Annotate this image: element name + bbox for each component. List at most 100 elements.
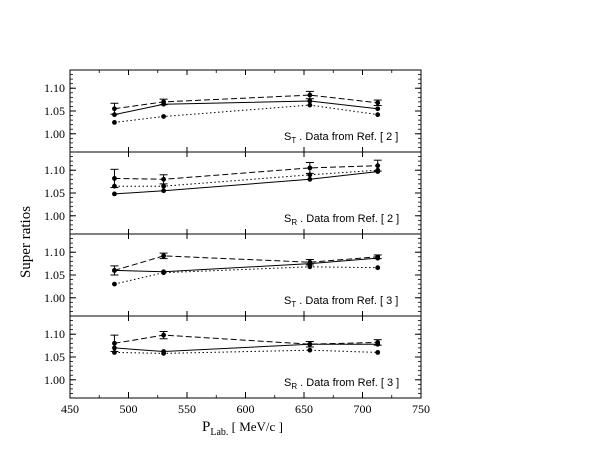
- data-point: [375, 100, 381, 106]
- series-line: [114, 169, 378, 187]
- panel-label: ST . Data from Ref. [ 3 ]: [284, 295, 398, 309]
- y-axis-title: Super ratios: [18, 206, 34, 278]
- series-dashed: [110, 90, 382, 115]
- panel-label-main: S: [284, 131, 291, 143]
- panel-4: 1.00 1.05 1.10 SR . Data from Ref. [ 3 ]: [44, 315, 421, 398]
- series-dashed: [110, 252, 382, 276]
- data-point: [161, 253, 167, 259]
- data-point: [161, 114, 167, 119]
- series-line: [114, 94, 378, 110]
- series-dashed: [110, 330, 382, 353]
- data-point: [112, 340, 117, 346]
- series-solid: [112, 255, 381, 275]
- y-tick-label: 1.00: [44, 291, 65, 305]
- panel-label-rest: . Data from Ref. [ 3 ]: [296, 295, 398, 307]
- y-tick-label: 1.00: [44, 127, 65, 141]
- panel-label: SR . Data from Ref. [ 2 ]: [284, 213, 399, 227]
- data-point: [307, 259, 313, 265]
- series-line: [114, 100, 378, 116]
- panel-label-sub: T: [291, 136, 296, 145]
- series-dotted: [112, 347, 381, 356]
- panel-1: 1.00 1.05 1.10 ST . Data from Ref. [ 2 ]: [44, 70, 421, 152]
- series-line: [114, 104, 378, 123]
- data-point: [161, 270, 167, 276]
- data-point: [375, 265, 381, 271]
- x-axis-title-sub: Lab.: [210, 427, 228, 438]
- data-point: [112, 350, 117, 355]
- y-tick-label: 1.00: [44, 209, 65, 223]
- data-point: [375, 340, 381, 345]
- series-dotted: [112, 264, 381, 287]
- data-point: [112, 268, 117, 273]
- x-axis: 450 500 550 600 650 700 750: [61, 70, 430, 416]
- series-line: [114, 257, 378, 273]
- panel-label-rest: . Data from Ref. [ 2 ]: [297, 213, 399, 225]
- y-tick-label: 1.05: [44, 186, 65, 200]
- series-line: [114, 165, 378, 180]
- panel-2: 1.00 1.05 1.10 SR . Data from Ref. [ 2 ]: [44, 151, 421, 234]
- data-point: [375, 163, 381, 169]
- y-tick-label: 1.10: [44, 163, 65, 177]
- data-point: [307, 347, 313, 353]
- series-line: [114, 334, 378, 345]
- series-line: [114, 255, 378, 271]
- data-point: [307, 98, 313, 104]
- series-dotted: [112, 102, 381, 125]
- data-point: [307, 92, 313, 98]
- data-point: [375, 112, 381, 118]
- series-line: [114, 343, 378, 353]
- y-tick-label: 1.05: [44, 350, 65, 364]
- x-tick-label: 550: [178, 402, 196, 416]
- data-point: [375, 167, 381, 173]
- data-point: [112, 176, 117, 181]
- panel-label-rest: . Data from Ref. [ 3 ]: [297, 377, 399, 389]
- panel-label-sub: R: [291, 218, 297, 227]
- series-dotted: [112, 167, 381, 189]
- data-point: [307, 176, 313, 182]
- panel-label-main: S: [284, 213, 291, 225]
- panel-label-sub: T: [291, 300, 296, 309]
- x-tick-label: 600: [237, 402, 255, 416]
- y-tick-label: 1.05: [44, 268, 65, 282]
- panel-label: SR . Data from Ref. [ 3 ]: [284, 377, 399, 391]
- panel-label-rest: . Data from Ref. [ 2 ]: [296, 131, 398, 143]
- x-tick-label: 500: [120, 402, 138, 416]
- data-point: [161, 332, 167, 338]
- data-point: [161, 99, 167, 105]
- panel-label-sub: R: [291, 382, 297, 391]
- series-line: [114, 266, 378, 285]
- data-point: [161, 183, 167, 189]
- data-point: [307, 341, 313, 347]
- series-dashed: [110, 159, 382, 189]
- data-point: [375, 254, 381, 260]
- x-tick-label: 750: [412, 402, 430, 416]
- y-tick-label: 1.10: [44, 81, 65, 95]
- data-point: [112, 191, 117, 197]
- data-point: [375, 106, 381, 112]
- x-tick-label: 650: [295, 402, 313, 416]
- data-point: [161, 188, 167, 194]
- data-point: [307, 165, 313, 171]
- data-point: [307, 102, 313, 108]
- data-point: [112, 183, 117, 189]
- y-tick-label: 1.10: [44, 327, 65, 341]
- data-point: [112, 119, 117, 125]
- x-axis-title: PLab. [ MeV/c ]: [202, 419, 283, 438]
- data-point: [112, 281, 117, 287]
- x-tick-label: 700: [354, 402, 372, 416]
- x-tick-label: 450: [61, 402, 79, 416]
- x-axis-title-main: P: [202, 419, 210, 435]
- x-axis-title-unit: [ MeV/c ]: [228, 419, 283, 434]
- panel-3: 1.00 1.05 1.10 ST . Data from Ref. [ 3 ]: [44, 233, 421, 316]
- data-point: [375, 350, 381, 355]
- data-point: [161, 176, 167, 182]
- series-line: [114, 349, 378, 354]
- panel-label-main: S: [284, 377, 291, 389]
- data-point: [307, 264, 313, 270]
- panel-label: ST . Data from Ref. [ 2 ]: [284, 131, 398, 145]
- data-point: [307, 172, 313, 178]
- series-line: [114, 171, 378, 195]
- y-tick-label: 1.00: [44, 373, 65, 387]
